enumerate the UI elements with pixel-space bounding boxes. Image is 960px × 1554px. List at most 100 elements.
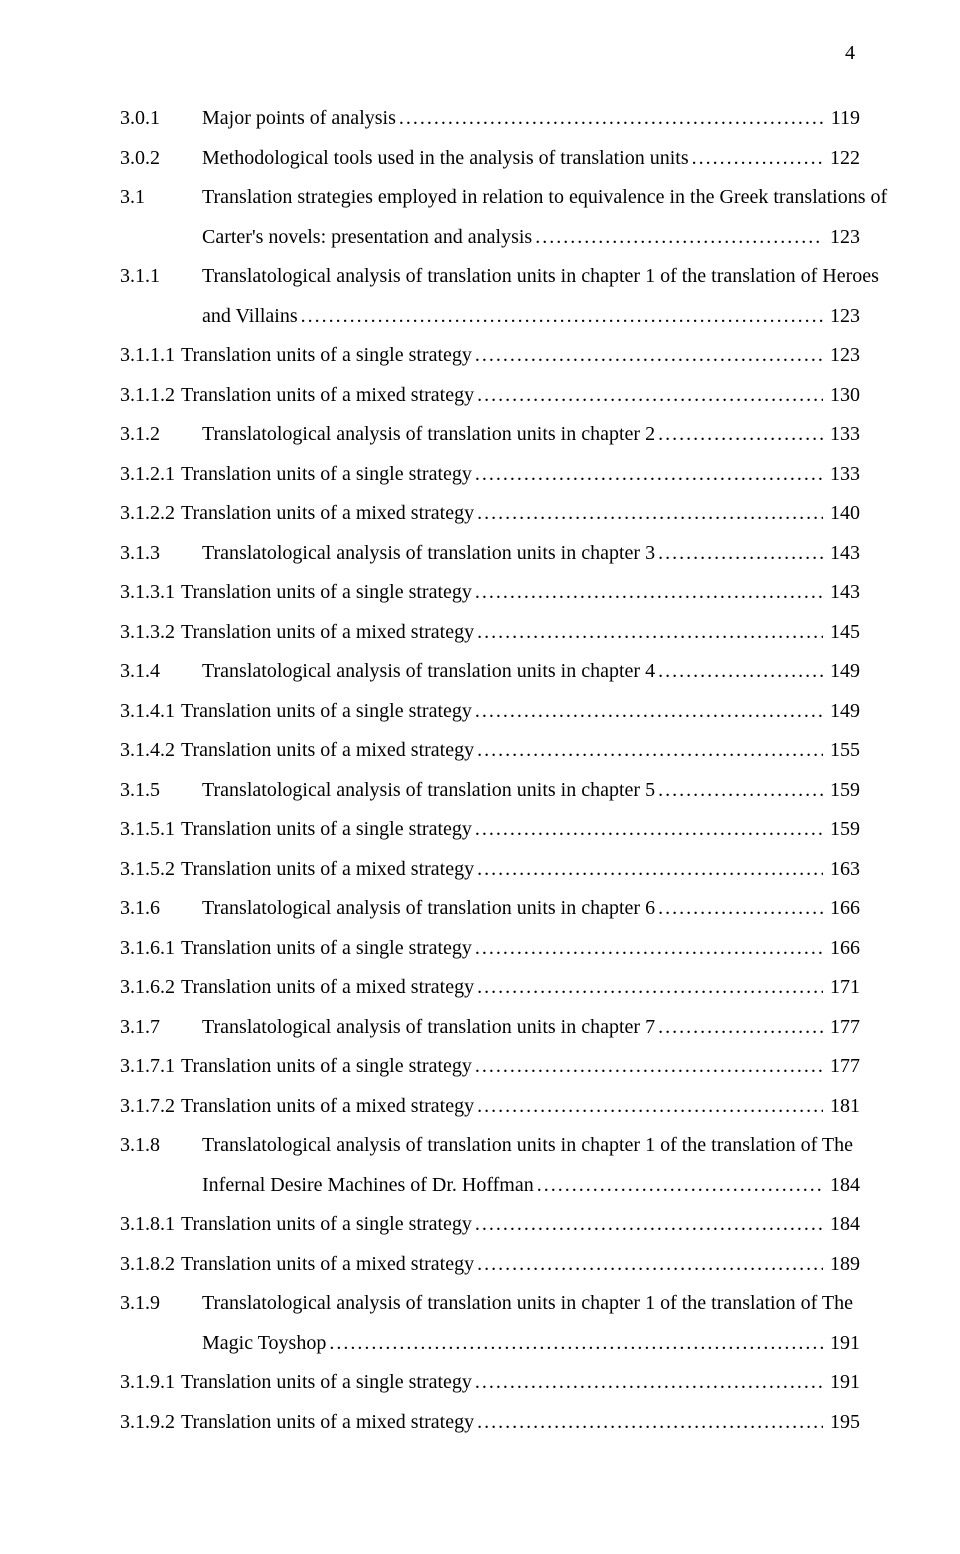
toc-entry: 3.1.7.1Translation units of a single str… (120, 1053, 860, 1080)
toc-entry-title: Translation units of a mixed strategy (181, 500, 474, 527)
toc-entry-page: 177 (826, 1053, 860, 1080)
toc-entry: 3.1.2.2Translation units of a mixed stra… (120, 500, 860, 527)
toc-leader-dots (658, 540, 823, 567)
toc-leader-dots (477, 856, 823, 883)
toc-entry: 3.1.9.2Translation units of a mixed stra… (120, 1409, 860, 1436)
toc-entry-number: 3.1 (120, 184, 202, 211)
toc-leader-dots (475, 1053, 823, 1080)
toc-entry-page: 191 (826, 1330, 860, 1357)
toc-entry-page: 195 (826, 1409, 860, 1436)
toc-entry-page: 171 (826, 974, 860, 1001)
toc-entry: 3.1.8.1Translation units of a single str… (120, 1211, 860, 1238)
toc-entry-number: 3.1.7.1 (120, 1053, 181, 1080)
toc-entry: 3.1.6Translatological analysis of transl… (120, 895, 860, 922)
toc-entry-number: 3.1.3.2 (120, 619, 181, 646)
toc-entry-page: 166 (826, 895, 860, 922)
toc-entry: 3.1.6.1Translation units of a single str… (120, 935, 860, 962)
toc-entry-title-cont: and Villains (202, 303, 298, 330)
toc-entry: 3.1.2.1Translation units of a single str… (120, 461, 860, 488)
toc-entry-number: 3.1.5.2 (120, 856, 181, 883)
toc-entry-number: 3.1.8.2 (120, 1251, 181, 1278)
toc-entry-title: Translation units of a single strategy (181, 935, 472, 962)
toc-entry-page: 189 (826, 1251, 860, 1278)
toc-entry-title: Translation units of a single strategy (181, 579, 472, 606)
toc-entry-number: 3.1.2 (120, 421, 202, 448)
toc-entry-number: 3.1.8.1 (120, 1211, 181, 1238)
toc-entry-page: 123 (826, 342, 860, 369)
toc-entry-continuation: and Villains 123 (120, 303, 860, 330)
table-of-contents: 3.0.1Major points of analysis119 3.0.2Met… (120, 105, 860, 1436)
toc-entry-number: 3.1.3 (120, 540, 202, 567)
page-number: 4 (845, 40, 855, 67)
toc-entry-page: 140 (826, 500, 860, 527)
toc-entry: 3.1.4.1Translation units of a single str… (120, 698, 860, 725)
toc-entry-title-cont: Magic Toyshop (202, 1330, 326, 1357)
toc-entry-title: Translatological analysis of translation… (202, 540, 655, 567)
toc-entry-title: Translatological analysis of translation… (202, 1014, 655, 1041)
toc-entry: 3.1.6.2Translation units of a mixed stra… (120, 974, 860, 1001)
toc-leader-dots (475, 461, 823, 488)
toc-leader-dots (475, 698, 823, 725)
toc-entry-continuation: Infernal Desire Machines of Dr. Hoffman1… (120, 1172, 860, 1199)
toc-entry-title: Translation units of a single strategy (181, 1053, 472, 1080)
toc-entry-title: Translation units of a single strategy (181, 698, 472, 725)
toc-entry: 3.1Translation strategies employed in re… (120, 184, 860, 211)
toc-leader-dots (658, 421, 823, 448)
toc-entry-title: Translation units of a single strategy (181, 342, 472, 369)
toc-entry-title: Translatological analysis of translation… (202, 421, 655, 448)
toc-entry: 3.1.5Translatological analysis of transl… (120, 777, 860, 804)
toc-entry-page: 177 (826, 1014, 860, 1041)
toc-leader-dots (658, 777, 823, 804)
toc-entry-page: 133 (826, 461, 860, 488)
toc-entry: 3.0.1Major points of analysis119 (120, 105, 860, 132)
toc-entry: 3.1.3Translatological analysis of transl… (120, 540, 860, 567)
toc-entry: 3.1.9.1Translation units of a single str… (120, 1369, 860, 1396)
toc-entry: 3.1.1.2Translation units of a mixed stra… (120, 382, 860, 409)
toc-entry-title: Translatological analysis of translation… (202, 1290, 853, 1317)
toc-leader-dots (535, 224, 823, 251)
toc-leader-dots (658, 895, 823, 922)
toc-entry-title: Translatological analysis of translation… (202, 263, 879, 290)
toc-entry: 3.1.4.2Translation units of a mixed stra… (120, 737, 860, 764)
toc-leader-dots (477, 619, 823, 646)
toc-entry-title: Translation units of a single strategy (181, 816, 472, 843)
toc-entry-page: 123 (826, 224, 860, 251)
toc-entry: 3.1.7Translatological analysis of transl… (120, 1014, 860, 1041)
toc-entry-title-cont: Carter's novels: presentation and analys… (202, 224, 532, 251)
toc-entry-page: 166 (826, 935, 860, 962)
toc-entry-title: Translation units of a mixed strategy (181, 1093, 474, 1120)
toc-entry-page: 181 (826, 1093, 860, 1120)
toc-leader-dots (475, 816, 823, 843)
toc-entry-title: Translatological analysis of translation… (202, 777, 655, 804)
toc-entry-page: 123 (826, 303, 860, 330)
toc-entry-number: 3.1.7 (120, 1014, 202, 1041)
toc-leader-dots (477, 1251, 823, 1278)
toc-entry-title: Translation units of a mixed strategy (181, 737, 474, 764)
toc-leader-dots (477, 1409, 823, 1436)
toc-entry-number: 3.1.4.1 (120, 698, 181, 725)
toc-entry-title: Translation units of a single strategy (181, 1369, 472, 1396)
toc-entry-number: 3.1.6.2 (120, 974, 181, 1001)
toc-entry: 3.1.1Translatological analysis of transl… (120, 263, 860, 290)
toc-entry-page: 122 (826, 145, 860, 172)
toc-entry-page: 149 (826, 658, 860, 685)
toc-entry: 3.1.1.1Translation units of a single str… (120, 342, 860, 369)
toc-leader-dots (477, 737, 823, 764)
toc-leader-dots (477, 382, 823, 409)
toc-entry-number: 3.1.3.1 (120, 579, 181, 606)
toc-entry-page: 119 (827, 105, 860, 132)
toc-entry: 3.1.4Translatological analysis of transl… (120, 658, 860, 685)
toc-entry-title: Translatological analysis of translation… (202, 658, 655, 685)
toc-entry-title: Translation strategies employed in relat… (202, 184, 887, 211)
toc-entry-number: 3.1.5.1 (120, 816, 181, 843)
toc-entry-continuation: Magic Toyshop 191 (120, 1330, 860, 1357)
toc-entry-page: 133 (826, 421, 860, 448)
toc-entry: 3.0.2Methodological tools used in the an… (120, 145, 860, 172)
toc-entry-page: 159 (826, 816, 860, 843)
toc-entry-number: 3.1.4.2 (120, 737, 181, 764)
toc-entry-title: Translatological analysis of translation… (202, 895, 655, 922)
toc-entry-page: 163 (826, 856, 860, 883)
toc-entry-title: Translation units of a mixed strategy (181, 856, 474, 883)
toc-leader-dots (475, 1369, 823, 1396)
toc-entry-page: 191 (826, 1369, 860, 1396)
